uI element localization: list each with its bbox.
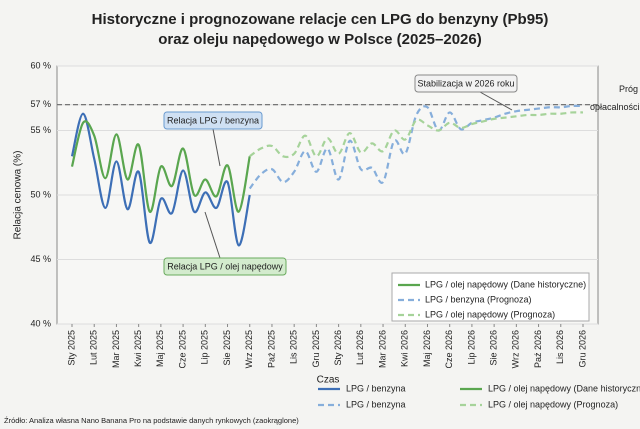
x-tick-label: Gru 2026 — [577, 330, 587, 368]
legend-label: LPG / olej napędowy (Dane historyczne) — [488, 383, 640, 393]
y-tick-label: 60 % — [30, 60, 51, 70]
x-tick-label: Paź 2025 — [266, 330, 276, 368]
x-tick-label: Mar 2025 — [111, 330, 121, 368]
x-tick-label: Cze 2026 — [444, 330, 454, 369]
annotation-arrow — [204, 211, 221, 259]
legend-label: LPG / benzyna — [346, 399, 406, 409]
data-line — [248, 104, 584, 190]
annotation-text: Relacja LPG / olej napędowy — [167, 261, 283, 271]
x-tick-label: Lip 2026 — [466, 330, 476, 365]
legend-label: LPG / olej napędowy (Prognoza) — [425, 309, 555, 319]
y-axis-label: Relacja cenowa (%) — [13, 151, 24, 240]
x-tick-label: Lut 2025 — [89, 330, 99, 365]
x-tick-label: Gru 2025 — [311, 330, 321, 368]
x-tick-label: Cze 2025 — [177, 330, 187, 369]
annotation-text: Relacja LPG / benzyna — [167, 115, 259, 125]
legend-label: LPG / olej napędowy (Prognoza) — [488, 399, 618, 409]
x-tick-label: Kwi 2025 — [133, 330, 143, 367]
y-tick-label: 50 % — [30, 189, 51, 199]
x-tick-label: Kwi 2026 — [400, 330, 410, 367]
x-tick-label: Sty 2025 — [66, 330, 76, 366]
annotation-box — [414, 74, 518, 93]
annotation-box — [163, 257, 287, 276]
legend-label: LPG / benzyna (Prognoza) — [425, 294, 532, 304]
y-tick-label: 45 % — [30, 254, 51, 264]
y-tick-label: 57 % — [30, 99, 51, 109]
x-axis-label: Czas — [317, 375, 340, 386]
x-tick-label: Lut 2026 — [355, 330, 365, 365]
annotation-arrow — [479, 91, 513, 111]
legend-label: LPG / olej napędowy (Dane historyczne) — [425, 279, 586, 289]
x-tick-label: Sty 2026 — [333, 330, 343, 366]
data-line — [70, 120, 251, 213]
x-tick-label: Maj 2025 — [155, 330, 165, 367]
x-tick-label: Paź 2026 — [533, 330, 543, 368]
chart-title: oraz oleju napędowego w Polsce (2025–202… — [158, 31, 481, 48]
annotation-arrow — [212, 128, 221, 167]
x-tick-label: Lis 2025 — [289, 330, 299, 364]
annotation-text: Stabilizacja w 2026 roku — [417, 78, 514, 88]
x-tick-label: Wrz 2026 — [511, 330, 521, 368]
x-tick-label: Sie 2026 — [489, 330, 499, 366]
y-tick-label: 55 % — [30, 125, 51, 135]
y-tick-label: 40 % — [30, 318, 51, 328]
x-tick-label: Maj 2026 — [422, 330, 432, 367]
x-tick-label: Lip 2025 — [200, 330, 210, 365]
threshold-label: Próg opłacalności — [590, 84, 640, 112]
x-tick-label: Mar 2026 — [377, 330, 387, 368]
source-note: Źródło: Analiza własna Nano Banana Pro n… — [4, 416, 299, 425]
chart-title: Historyczne i prognozowane relacje cen L… — [92, 11, 549, 28]
legend-label: LPG / benzyna — [346, 383, 406, 393]
annotation-box — [163, 111, 263, 130]
x-tick-label: Wrz 2025 — [244, 330, 254, 368]
x-tick-label: Sie 2025 — [222, 330, 232, 366]
data-line — [70, 112, 251, 247]
x-tick-label: Lis 2026 — [555, 330, 565, 364]
data-line — [249, 111, 584, 159]
legend-box — [391, 272, 590, 322]
